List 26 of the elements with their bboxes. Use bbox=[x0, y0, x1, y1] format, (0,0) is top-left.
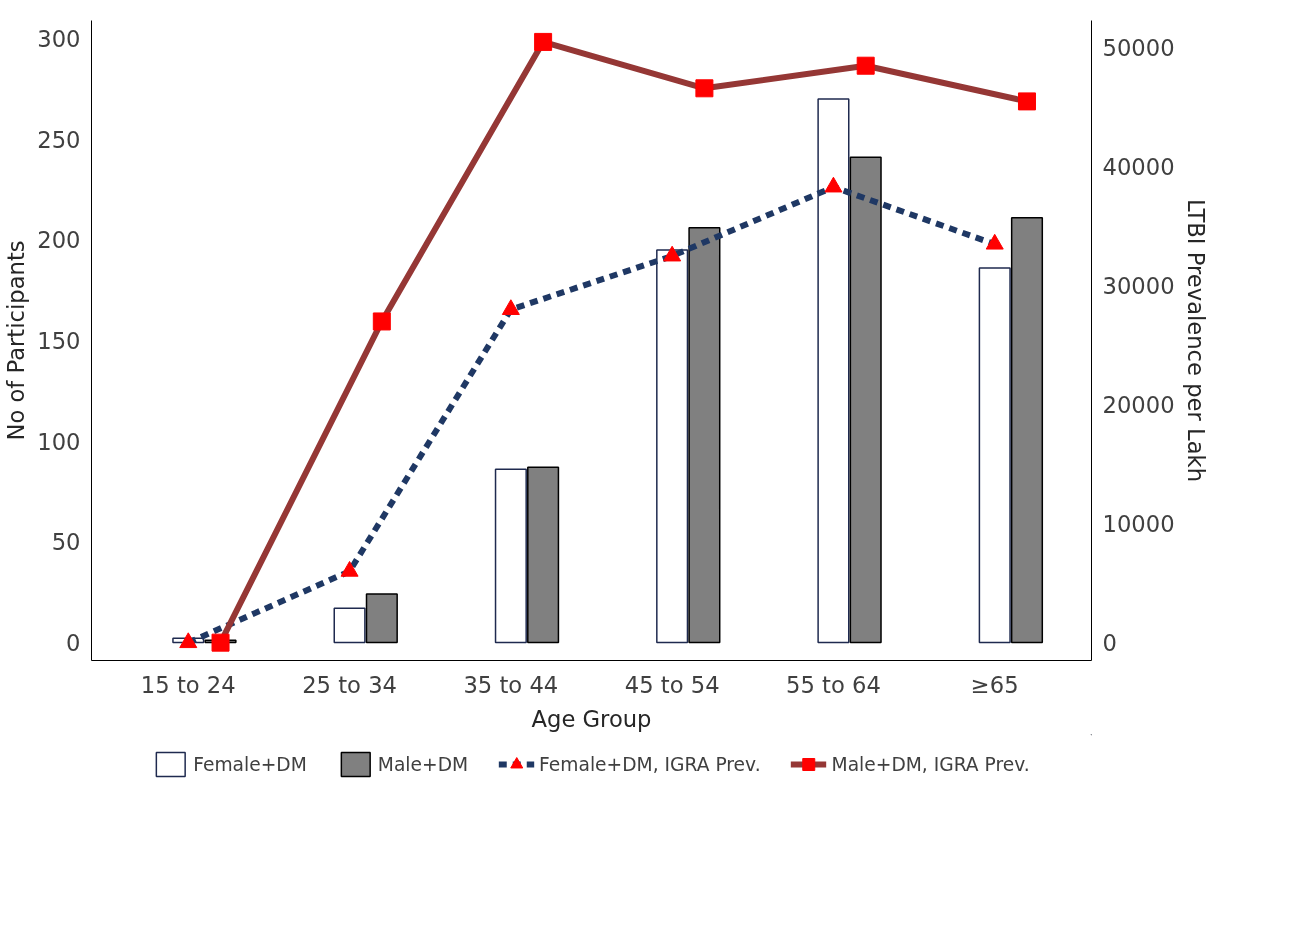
x-tick-label: 45 to 54 bbox=[624, 671, 720, 698]
x-tick-label: 25 to 34 bbox=[302, 671, 397, 698]
legend-label: Male+DM, IGRA Prev. bbox=[831, 753, 1030, 775]
x-tick-label: 35 to 44 bbox=[463, 671, 559, 698]
y-tick-label: 0 bbox=[66, 629, 81, 656]
x-tick-label: 15 to 24 bbox=[140, 671, 236, 698]
y2-axis-title: LTBI Prevalence per Lakh bbox=[1182, 198, 1209, 483]
y-tick-label: 50 bbox=[51, 529, 81, 556]
y-tick-label: 250 bbox=[37, 126, 81, 153]
y2-tick-label: 30000 bbox=[1102, 273, 1175, 300]
x-axis-title: Age Group bbox=[531, 705, 652, 732]
y-tick-label: 150 bbox=[37, 328, 81, 354]
y-tick-label: 100 bbox=[37, 428, 81, 455]
y2-tick-label: 20000 bbox=[1102, 392, 1175, 419]
legend-label: Male+DM bbox=[377, 753, 469, 775]
y-tick-label: 300 bbox=[37, 26, 81, 53]
x-tick-label: 55 to 64 bbox=[786, 671, 881, 698]
legend-label: Female+DM, IGRA Prev. bbox=[539, 753, 761, 775]
y2-tick-label: 0 bbox=[1102, 630, 1117, 657]
x-tick-label: ≥65 bbox=[970, 671, 1019, 698]
y2-tick-label: 10000 bbox=[1102, 511, 1175, 538]
y2-tick-label: 50000 bbox=[1102, 35, 1175, 62]
y-axis-title: No of Participants bbox=[3, 240, 30, 441]
legend-label: Female+DM bbox=[193, 753, 307, 775]
y-tick-label: 200 bbox=[37, 227, 81, 254]
y2-tick-label: 40000 bbox=[1102, 154, 1175, 181]
